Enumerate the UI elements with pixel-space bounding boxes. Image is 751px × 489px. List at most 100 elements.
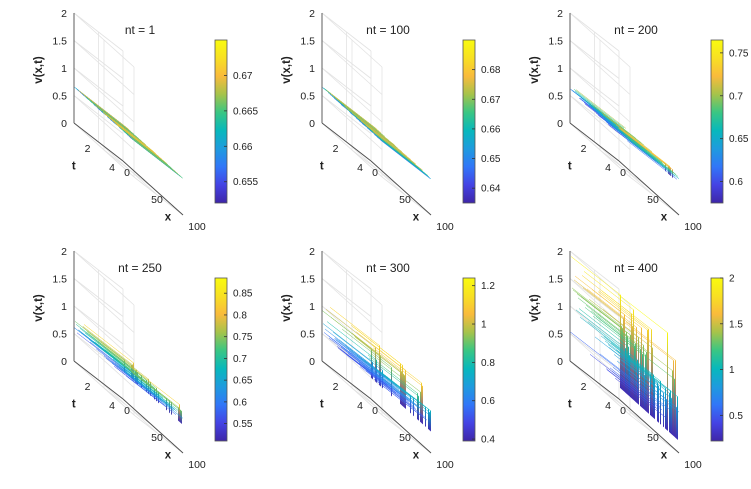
z-tick-label: 1.5	[52, 36, 67, 48]
t-tick-label: 2	[85, 381, 91, 393]
colorbar: 0.6 0.65 0.7 0.75	[710, 39, 749, 204]
axes-lines	[321, 13, 432, 216]
surface-strip	[371, 344, 423, 384]
surface-front-face	[667, 332, 668, 431]
surface-front-face	[644, 374, 645, 411]
colorbar-tick-label: 0.4	[481, 435, 495, 446]
colorbar-tick-label: 0.68	[481, 65, 501, 76]
colorbar-tick-label: 0.67	[481, 95, 501, 106]
surface-strip	[621, 133, 673, 173]
colorbar-tick-label: 0.66	[233, 142, 253, 153]
surface-strip	[364, 124, 416, 165]
surface-strip	[570, 256, 622, 296]
surface-strip	[380, 372, 432, 412]
surface	[321, 307, 432, 432]
surface-front-face	[674, 378, 675, 438]
surface-strip	[332, 331, 384, 371]
surface-strip	[598, 290, 650, 330]
surface-strip	[123, 371, 175, 411]
surface-strip	[334, 97, 386, 137]
surface-strip	[601, 290, 653, 330]
axes-lines	[569, 251, 680, 454]
surface-strip	[361, 361, 413, 401]
surface-strip	[365, 125, 417, 165]
surface-strip	[125, 375, 177, 415]
colorbar-tick-label: 1.5	[729, 319, 743, 330]
z-tick-label: 0.5	[548, 329, 563, 341]
surface-strip	[341, 328, 393, 369]
surface-strip	[573, 279, 625, 319]
x-tick-label: 50	[399, 194, 411, 206]
z-axis-label: v(x,t)	[529, 56, 541, 84]
surface-front-face	[670, 390, 671, 434]
surface-strip	[608, 347, 660, 387]
surface-strip	[116, 124, 168, 164]
x-tick-label: 100	[684, 459, 702, 471]
t-tick-label: 2	[581, 381, 587, 393]
colorbar-tick-label: 0.7	[233, 354, 247, 365]
surface	[73, 86, 184, 179]
surface-strip	[105, 114, 157, 154]
colorbar-tick-label: 0.665	[233, 106, 258, 117]
surface-strip	[332, 96, 384, 136]
surface-strip	[111, 120, 163, 160]
z-axis-label: v(x,t)	[33, 56, 45, 84]
x-tick-label: 50	[151, 432, 163, 444]
colorbar-tick-label: 0.6	[729, 177, 743, 188]
z-tick-label: 1	[61, 63, 67, 75]
surface-front-face	[429, 411, 430, 431]
z-tick-label: 0	[61, 356, 67, 368]
z-tick-label: 1	[557, 63, 563, 75]
surface-strip	[377, 136, 429, 176]
surface-front-face	[626, 331, 627, 395]
surface-strip	[573, 89, 625, 129]
surface-front-face	[658, 385, 659, 423]
surface-strip	[605, 368, 657, 408]
surface-front-face	[630, 334, 631, 398]
surface-front-face	[646, 351, 647, 413]
surface-strip	[326, 321, 378, 361]
colorbar: 0.655 0.66 0.665 0.67	[214, 39, 258, 204]
colorbar-tick-label: 0.65	[729, 134, 749, 145]
surface-front-face	[634, 345, 635, 402]
subplot-title: nt = 200	[614, 23, 658, 37]
z-tick-label: 0.5	[52, 91, 67, 103]
x-tick-label: 100	[188, 459, 206, 471]
surface-strip	[625, 135, 677, 175]
surface-strip	[379, 139, 431, 179]
colorbar-tick-label: 0.55	[233, 419, 253, 430]
surface-front-face	[425, 406, 426, 428]
colorbar-tick-label: 0.75	[233, 332, 253, 343]
subplot-title: nt = 250	[118, 261, 162, 275]
surface-front-face	[671, 397, 672, 435]
surface-strip	[575, 89, 627, 129]
subplot-title: nt = 1	[125, 23, 156, 37]
t-tick-label: 2	[581, 143, 587, 155]
surface-strip	[106, 349, 158, 389]
surface-strip	[356, 355, 408, 395]
x-tick-label: 50	[151, 194, 163, 206]
surface-front-face	[640, 348, 641, 407]
surface-strip	[363, 359, 415, 400]
subplot-title: nt = 100	[366, 23, 410, 37]
axes-lines	[73, 251, 184, 454]
surface-front-face	[421, 382, 422, 424]
z-tick-label: 0.5	[300, 329, 315, 341]
colorbar-tick-label: 0.65	[233, 376, 253, 387]
x-tick-label: 0	[372, 167, 378, 179]
surface-strip	[358, 362, 410, 402]
surface	[569, 256, 680, 440]
surface-strip	[591, 289, 643, 329]
surface-front-face	[675, 359, 676, 439]
z-tick-label: 2	[61, 8, 67, 20]
colorbar-tick-label: 0.66	[481, 124, 501, 135]
surface-strip	[611, 123, 663, 163]
x-tick-label: 50	[399, 432, 411, 444]
colorbar-tick-label: 0.65	[481, 154, 501, 165]
surface-front-face	[620, 294, 621, 389]
surface-strip	[344, 106, 396, 146]
